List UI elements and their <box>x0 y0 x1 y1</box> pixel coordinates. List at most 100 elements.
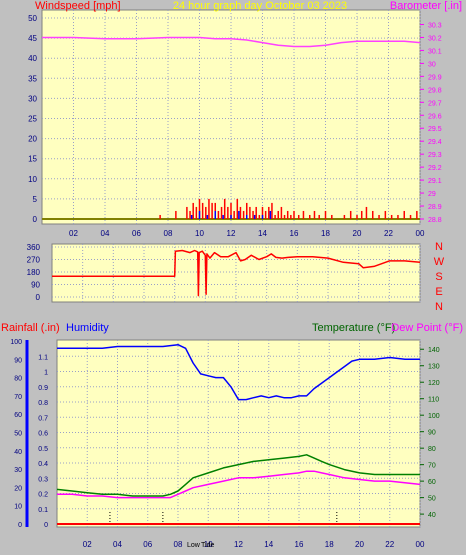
x-tick-label: 00 <box>416 229 425 238</box>
direction-tick-label: 0 <box>36 293 41 302</box>
direction-tick-label: 270 <box>27 256 41 265</box>
rainfall-tick-label: 0.8 <box>38 400 48 407</box>
direction-panel-plot <box>52 249 421 297</box>
humidity-tick-label: 100 <box>10 339 22 346</box>
compass-label: N <box>435 301 443 313</box>
windspeed-tick-label: 15 <box>28 155 37 164</box>
barometer-tick-label: 28.8 <box>428 217 442 224</box>
barometer-tick-label: 29.9 <box>428 74 442 81</box>
temperature-tick-label: 40 <box>428 512 436 519</box>
barometer-tick-label: 29.2 <box>428 165 442 172</box>
barometer-line <box>42 36 421 48</box>
dew-point-line <box>57 470 421 499</box>
windspeed-tick-label: 35 <box>28 74 37 83</box>
rainfall-tick-label: 1 <box>44 370 48 377</box>
barometer-tick-label: 29.6 <box>428 113 442 120</box>
windspeed-tick-label: 40 <box>28 54 37 63</box>
humidity-axis-label: Humidity <box>66 322 109 334</box>
windspeed-tick-label: 30 <box>28 94 37 103</box>
barometer-tick-label: 30.2 <box>428 35 442 42</box>
x-tick-label: 04 <box>113 540 122 549</box>
windspeed-tick-label: 5 <box>33 195 38 204</box>
temp-panel-plot <box>56 343 421 525</box>
humidity-tick-label: 70 <box>14 394 22 401</box>
compass-label: N <box>435 241 443 253</box>
windspeed-tick-label: 45 <box>28 34 37 43</box>
temperature-tick-label: 60 <box>428 479 436 486</box>
humidity-tick-label: 90 <box>14 357 22 364</box>
chart-title: 24 hour graph day October 03 2023 <box>173 0 347 12</box>
direction-tick-label: 180 <box>27 268 41 277</box>
x-tick-label: 06 <box>132 229 141 238</box>
humidity-tick-label: 30 <box>14 467 22 474</box>
barometer-tick-label: 29 <box>428 191 436 198</box>
temperature-tick-label: 140 <box>428 347 440 354</box>
windspeed-tick-label: 25 <box>28 115 37 124</box>
barometer-tick-label: 29.8 <box>428 87 442 94</box>
rainfall-tick-label: 0.6 <box>38 431 48 438</box>
x-tick-label: 14 <box>264 540 273 549</box>
x-tick-label: 12 <box>234 540 243 549</box>
barometer-tick-label: 30.3 <box>428 22 442 29</box>
x-tick-label: 16 <box>295 540 304 549</box>
rainfall-tick-label: 0.2 <box>38 492 48 499</box>
temperature-tick-label: 100 <box>428 413 440 420</box>
wind-panel-plot <box>42 36 421 220</box>
x-tick-label: 10 <box>195 229 204 238</box>
x-tick-label: 20 <box>353 229 362 238</box>
temperature-tick-label: 120 <box>428 380 440 387</box>
x-tick-label: 14 <box>258 229 267 238</box>
temperature-tick-label: 70 <box>428 463 436 470</box>
x-tick-label: 12 <box>227 229 236 238</box>
barometer-tick-label: 29.3 <box>428 152 442 159</box>
humidity-tick-label: 60 <box>14 412 22 419</box>
temp-panel-axes: 02 04 06 08 10 12 14 16 18 20 22 0000.10.20.30.40.5… <box>10 339 439 549</box>
dewpoint-axis-label: Dew Point (°F) <box>391 322 463 334</box>
x-tick-label: 06 <box>143 540 152 549</box>
barometer-tick-label: 30 <box>428 61 436 68</box>
humidity-tick-label: 0 <box>18 522 22 529</box>
temperature-line <box>56 454 420 497</box>
x-tick-label: 08 <box>164 229 173 238</box>
x-tick-label: 04 <box>101 229 110 238</box>
x-tick-label: 18 <box>325 540 334 549</box>
humidity-tick-label: 50 <box>14 431 22 438</box>
temperature-tick-label: 80 <box>428 446 436 453</box>
humidity-line <box>57 343 420 401</box>
rainfall-axis-label: Rainfall (.in) <box>1 322 60 334</box>
temperature-tick-label: 90 <box>428 430 436 437</box>
barometer-tick-label: 30.1 <box>428 48 442 55</box>
rainfall-tick-label: 0.5 <box>38 446 48 453</box>
x-tick-label: 08 <box>174 540 183 549</box>
x-tick-label: 02 <box>69 229 78 238</box>
rainfall-tick-label: 0.4 <box>38 461 48 468</box>
rainfall-tick-label: 0.7 <box>38 415 48 422</box>
direction-tick-label: 360 <box>27 243 41 252</box>
x-tick-label: 20 <box>355 540 364 549</box>
windspeed-tick-label: 10 <box>28 175 37 184</box>
x-tick-label: 18 <box>321 229 330 238</box>
wind-direction-line <box>52 249 421 297</box>
rainfall-tick-label: 0 <box>44 522 48 529</box>
rainfall-tick-label: 0.9 <box>38 385 48 392</box>
x-tick-label: 22 <box>385 540 394 549</box>
x-tick-label: 00 <box>416 540 425 549</box>
compass-label: S <box>435 271 442 283</box>
x-tick-label: 10 <box>204 540 213 549</box>
low-tide-annotation-low: Low <box>187 542 201 549</box>
rainfall-tick-label: 0.3 <box>38 476 48 483</box>
low-tide-annotation-tide: Tide <box>201 542 214 549</box>
barometer-tick-label: 28.9 <box>428 204 442 211</box>
humidity-tick-label: 80 <box>14 376 22 383</box>
direction-tick-label: 90 <box>31 281 40 290</box>
wind-panel-axes: 02 04 06 08 10 12 14 16 18 20 22 000510152025303540… <box>28 14 442 238</box>
windspeed-tick-label: 0 <box>33 215 38 224</box>
humidity-tick-label: 20 <box>14 485 22 492</box>
temperature-tick-label: 110 <box>428 397 439 404</box>
barometer-tick-label: 29.7 <box>428 100 442 107</box>
wind-panel-grid <box>42 10 421 224</box>
temperature-tick-label: 50 <box>428 496 436 503</box>
windspeed-tick-label: 50 <box>28 14 37 23</box>
